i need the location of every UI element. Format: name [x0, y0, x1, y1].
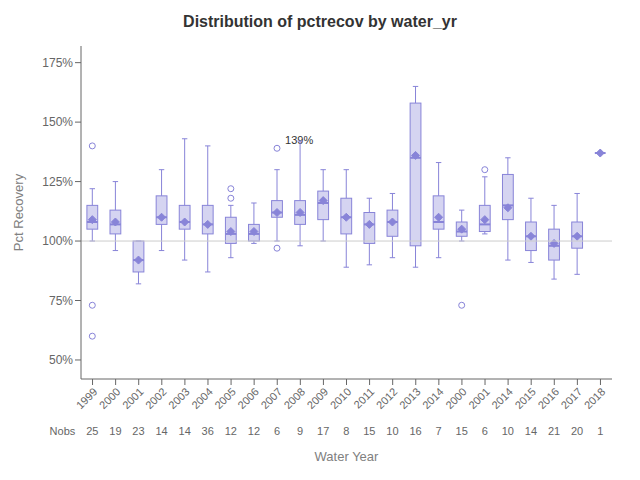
svg-text:15: 15: [456, 425, 468, 437]
svg-text:8: 8: [343, 425, 349, 437]
svg-text:125%: 125%: [42, 175, 73, 189]
svg-text:2000: 2000: [443, 385, 469, 411]
svg-text:10: 10: [502, 425, 514, 437]
svg-text:2018: 2018: [582, 385, 608, 411]
svg-text:36: 36: [202, 425, 214, 437]
svg-text:2001: 2001: [120, 385, 146, 411]
svg-text:2010: 2010: [328, 385, 354, 411]
svg-text:14: 14: [155, 425, 167, 437]
svg-text:2009: 2009: [305, 385, 331, 411]
svg-text:14: 14: [179, 425, 191, 437]
svg-text:21: 21: [548, 425, 560, 437]
svg-text:2012: 2012: [374, 385, 400, 411]
svg-text:2016: 2016: [535, 385, 561, 411]
svg-text:2006: 2006: [235, 385, 261, 411]
svg-text:50%: 50%: [49, 353, 73, 367]
svg-text:19: 19: [109, 425, 121, 437]
svg-text:2003: 2003: [166, 385, 192, 411]
svg-text:Nobs: Nobs: [50, 425, 76, 437]
svg-text:139%: 139%: [285, 134, 313, 146]
svg-text:2007: 2007: [258, 385, 284, 411]
svg-text:2001: 2001: [466, 385, 492, 411]
svg-text:12: 12: [225, 425, 237, 437]
svg-text:25: 25: [86, 425, 98, 437]
svg-text:1: 1: [597, 425, 603, 437]
svg-text:7: 7: [436, 425, 442, 437]
svg-text:2004: 2004: [189, 385, 215, 411]
svg-text:2013: 2013: [397, 385, 423, 411]
svg-text:12: 12: [248, 425, 260, 437]
svg-text:175%: 175%: [42, 56, 73, 70]
svg-text:9: 9: [297, 425, 303, 437]
svg-text:16: 16: [409, 425, 421, 437]
svg-text:2015: 2015: [512, 385, 538, 411]
svg-text:2014: 2014: [489, 385, 515, 411]
svg-text:17: 17: [317, 425, 329, 437]
svg-text:6: 6: [482, 425, 488, 437]
svg-text:2011: 2011: [351, 385, 376, 410]
svg-text:2002: 2002: [143, 385, 169, 411]
svg-text:100%: 100%: [42, 234, 73, 248]
svg-text:6: 6: [274, 425, 280, 437]
svg-text:Pct Recovery: Pct Recovery: [11, 173, 26, 251]
svg-text:150%: 150%: [42, 115, 73, 129]
svg-text:2005: 2005: [212, 385, 238, 411]
svg-text:2017: 2017: [559, 385, 585, 411]
svg-text:20: 20: [571, 425, 583, 437]
svg-text:Water Year: Water Year: [315, 449, 380, 464]
svg-text:10: 10: [386, 425, 398, 437]
svg-text:2008: 2008: [281, 385, 307, 411]
svg-text:15: 15: [363, 425, 375, 437]
svg-text:1999: 1999: [74, 385, 100, 411]
html-text:Distribution of pctrecov by wa: Distribution of pctrecov by water_yr: [183, 13, 457, 30]
svg-text:23: 23: [132, 425, 144, 437]
svg-text:75%: 75%: [49, 294, 73, 308]
svg-text:2000: 2000: [97, 385, 123, 411]
svg-text:2014: 2014: [420, 385, 446, 411]
svg-text:14: 14: [525, 425, 537, 437]
